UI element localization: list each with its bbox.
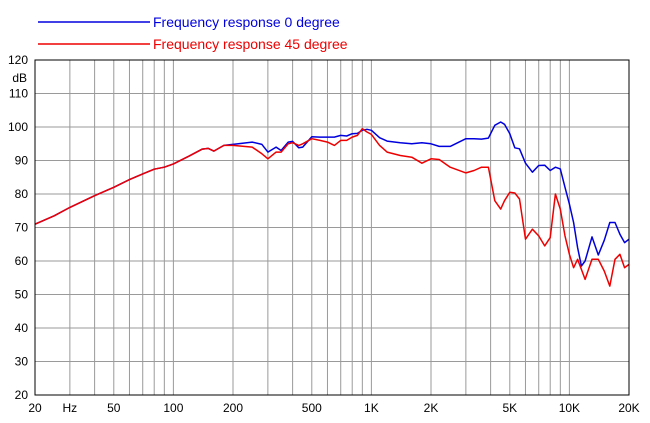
x-tick-label: 10K [559, 401, 580, 415]
x-tick-label: 200 [223, 401, 243, 415]
x-tick-label: 5K [502, 401, 517, 415]
x-axis-tick-labels: 20 Hz 50 100 200 500 1K 2K 5K 10K 20K [28, 401, 639, 415]
y-tick-label: 120 [8, 53, 28, 67]
x-tick-label: 20K [618, 401, 639, 415]
grid-lines [35, 60, 629, 395]
legend: Frequency response 0 degree Frequency res… [38, 14, 348, 52]
plot-frame [34, 59, 630, 396]
legend-label-1: Frequency response 45 degree [153, 36, 348, 52]
x-tick-label: 2K [424, 401, 439, 415]
x-tick-label: 100 [163, 401, 183, 415]
series-line-1 [34, 127, 630, 287]
legend-label-0: Frequency response 0 degree [153, 14, 340, 30]
y-tick-label: 80 [15, 187, 29, 201]
y-axis-unit-label: dB [12, 71, 27, 85]
x-tick-label: Hz [63, 401, 78, 415]
x-tick-label: 50 [107, 401, 121, 415]
y-tick-label: 100 [8, 120, 28, 134]
series-layer [34, 121, 630, 287]
x-tick-label: 1K [364, 401, 379, 415]
y-tick-label: 70 [15, 221, 29, 235]
y-axis-tick-labels: 20 30 40 50 60 70 80 90 100 110 120 [8, 53, 28, 402]
x-tick-label: 20 [28, 401, 42, 415]
x-tick-label: 500 [302, 401, 322, 415]
y-tick-label: 90 [15, 154, 29, 168]
y-tick-label: 50 [15, 288, 29, 302]
y-tick-label: 20 [15, 388, 29, 402]
y-tick-label: 40 [15, 321, 29, 335]
y-tick-label: 60 [15, 254, 29, 268]
y-tick-label: 110 [9, 87, 28, 101]
y-tick-label: 30 [15, 355, 29, 369]
